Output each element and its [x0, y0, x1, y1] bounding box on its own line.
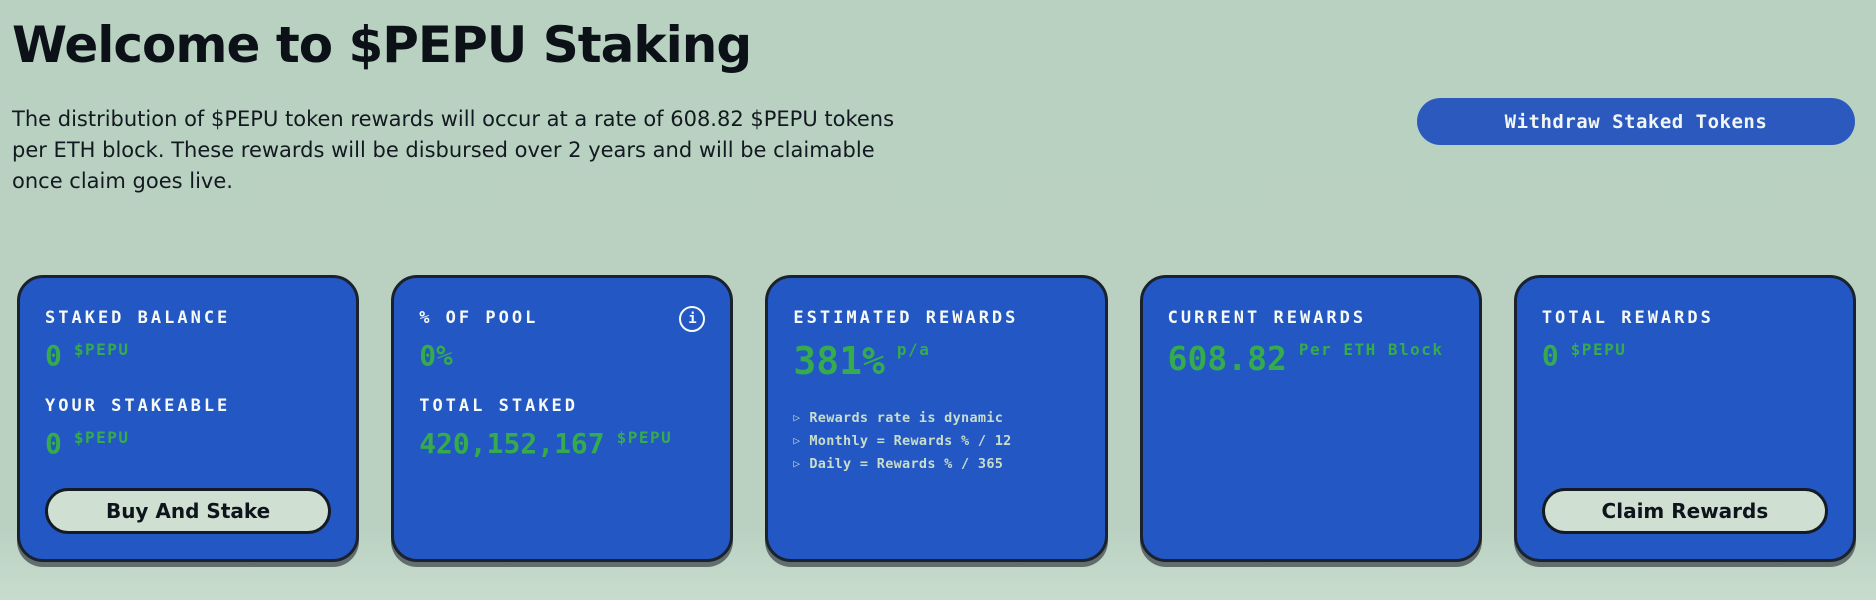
current-rewards-value-row: 608.82 Per ETH Block: [1167, 339, 1454, 378]
pool-share-value: 0%: [419, 339, 453, 372]
rewards-note-text: Daily = Rewards % / 365: [809, 456, 1004, 472]
your-stakeable-value: 0: [45, 427, 62, 460]
total-rewards-value-row: 0 $PEPU: [1541, 339, 1828, 372]
triangle-bullet-icon: ▷: [793, 410, 801, 424]
triangle-bullet-icon: ▷: [793, 456, 801, 470]
buy-and-stake-button[interactable]: Buy And Stake: [45, 488, 332, 534]
info-icon[interactable]: i: [679, 306, 706, 332]
total-staked-unit: $PEPU: [616, 428, 673, 447]
total-rewards-card: TOTAL REWARDS 0 $PEPU Claim Rewards: [1513, 275, 1857, 562]
rewards-note: ▷ Monthly = Rewards % / 12: [793, 433, 1079, 449]
pool-share-value-row: 0%: [419, 342, 705, 370]
withdraw-staked-tokens-button[interactable]: Withdraw Staked Tokens: [1417, 98, 1855, 145]
staked-balance-value-row: 0 $PEPU: [45, 339, 331, 372]
staked-balance-unit: $PEPU: [73, 340, 130, 359]
total-staked-label: TOTAL STAKED: [419, 396, 579, 416]
current-rewards-unit: Per ETH Block: [1298, 340, 1444, 359]
total-rewards-unit: $PEPU: [1570, 340, 1627, 359]
estimated-rewards-unit: p/a: [896, 340, 931, 359]
staked-balance-card: STAKED BALANCE 0 $PEPU YOUR STAKEABLE 0 …: [17, 275, 360, 562]
staked-balance-value: 0: [45, 339, 62, 372]
rewards-notes-list: ▷ Rewards rate is dynamic ▷ Monthly = Re…: [793, 410, 1079, 472]
current-rewards-value: 608.82: [1167, 339, 1287, 378]
rewards-note: ▷ Rewards rate is dynamic: [793, 410, 1079, 426]
staking-description: The distribution of $PEPU token rewards …: [12, 107, 895, 193]
total-rewards-value: 0: [1541, 339, 1559, 372]
current-rewards-card: CURRENT REWARDS 608.82 Per ETH Block: [1139, 275, 1482, 562]
claim-rewards-button[interactable]: Claim Rewards: [1541, 488, 1829, 534]
your-stakeable-unit: $PEPU: [73, 428, 130, 447]
total-rewards-label: TOTAL REWARDS: [1541, 308, 1714, 328]
your-stakeable-label: YOUR STAKEABLE: [45, 396, 231, 416]
rewards-note-text: Monthly = Rewards % / 12: [809, 433, 1012, 449]
total-staked-value-row: 420,152,167 $PEPU: [419, 427, 705, 460]
estimated-rewards-label: ESTIMATED REWARDS: [793, 308, 1019, 328]
rewards-note: ▷ Daily = Rewards % / 365: [793, 456, 1079, 472]
pool-share-label: % OF POOL: [419, 308, 539, 328]
current-rewards-label: CURRENT REWARDS: [1167, 308, 1367, 328]
staked-balance-label: STAKED BALANCE: [45, 308, 231, 328]
rewards-note-text: Rewards rate is dynamic: [809, 410, 1004, 426]
total-staked-value: 420,152,167: [419, 427, 605, 460]
pool-share-card: % OF POOL i 0% TOTAL STAKED 420,152,167 …: [391, 275, 734, 562]
stats-cards-row: STAKED BALANCE 0 $PEPU YOUR STAKEABLE 0 …: [17, 275, 1857, 562]
estimated-rewards-value: 381%: [793, 339, 885, 383]
your-stakeable-value-row: 0 $PEPU: [45, 427, 331, 460]
page-title: Welcome to $PEPU Staking: [12, 16, 752, 74]
estimated-rewards-card: ESTIMATED REWARDS 381% p/a ▷ Rewards rat…: [765, 275, 1108, 562]
estimated-rewards-value-row: 381% p/a: [793, 339, 1079, 383]
triangle-bullet-icon: ▷: [793, 433, 801, 447]
